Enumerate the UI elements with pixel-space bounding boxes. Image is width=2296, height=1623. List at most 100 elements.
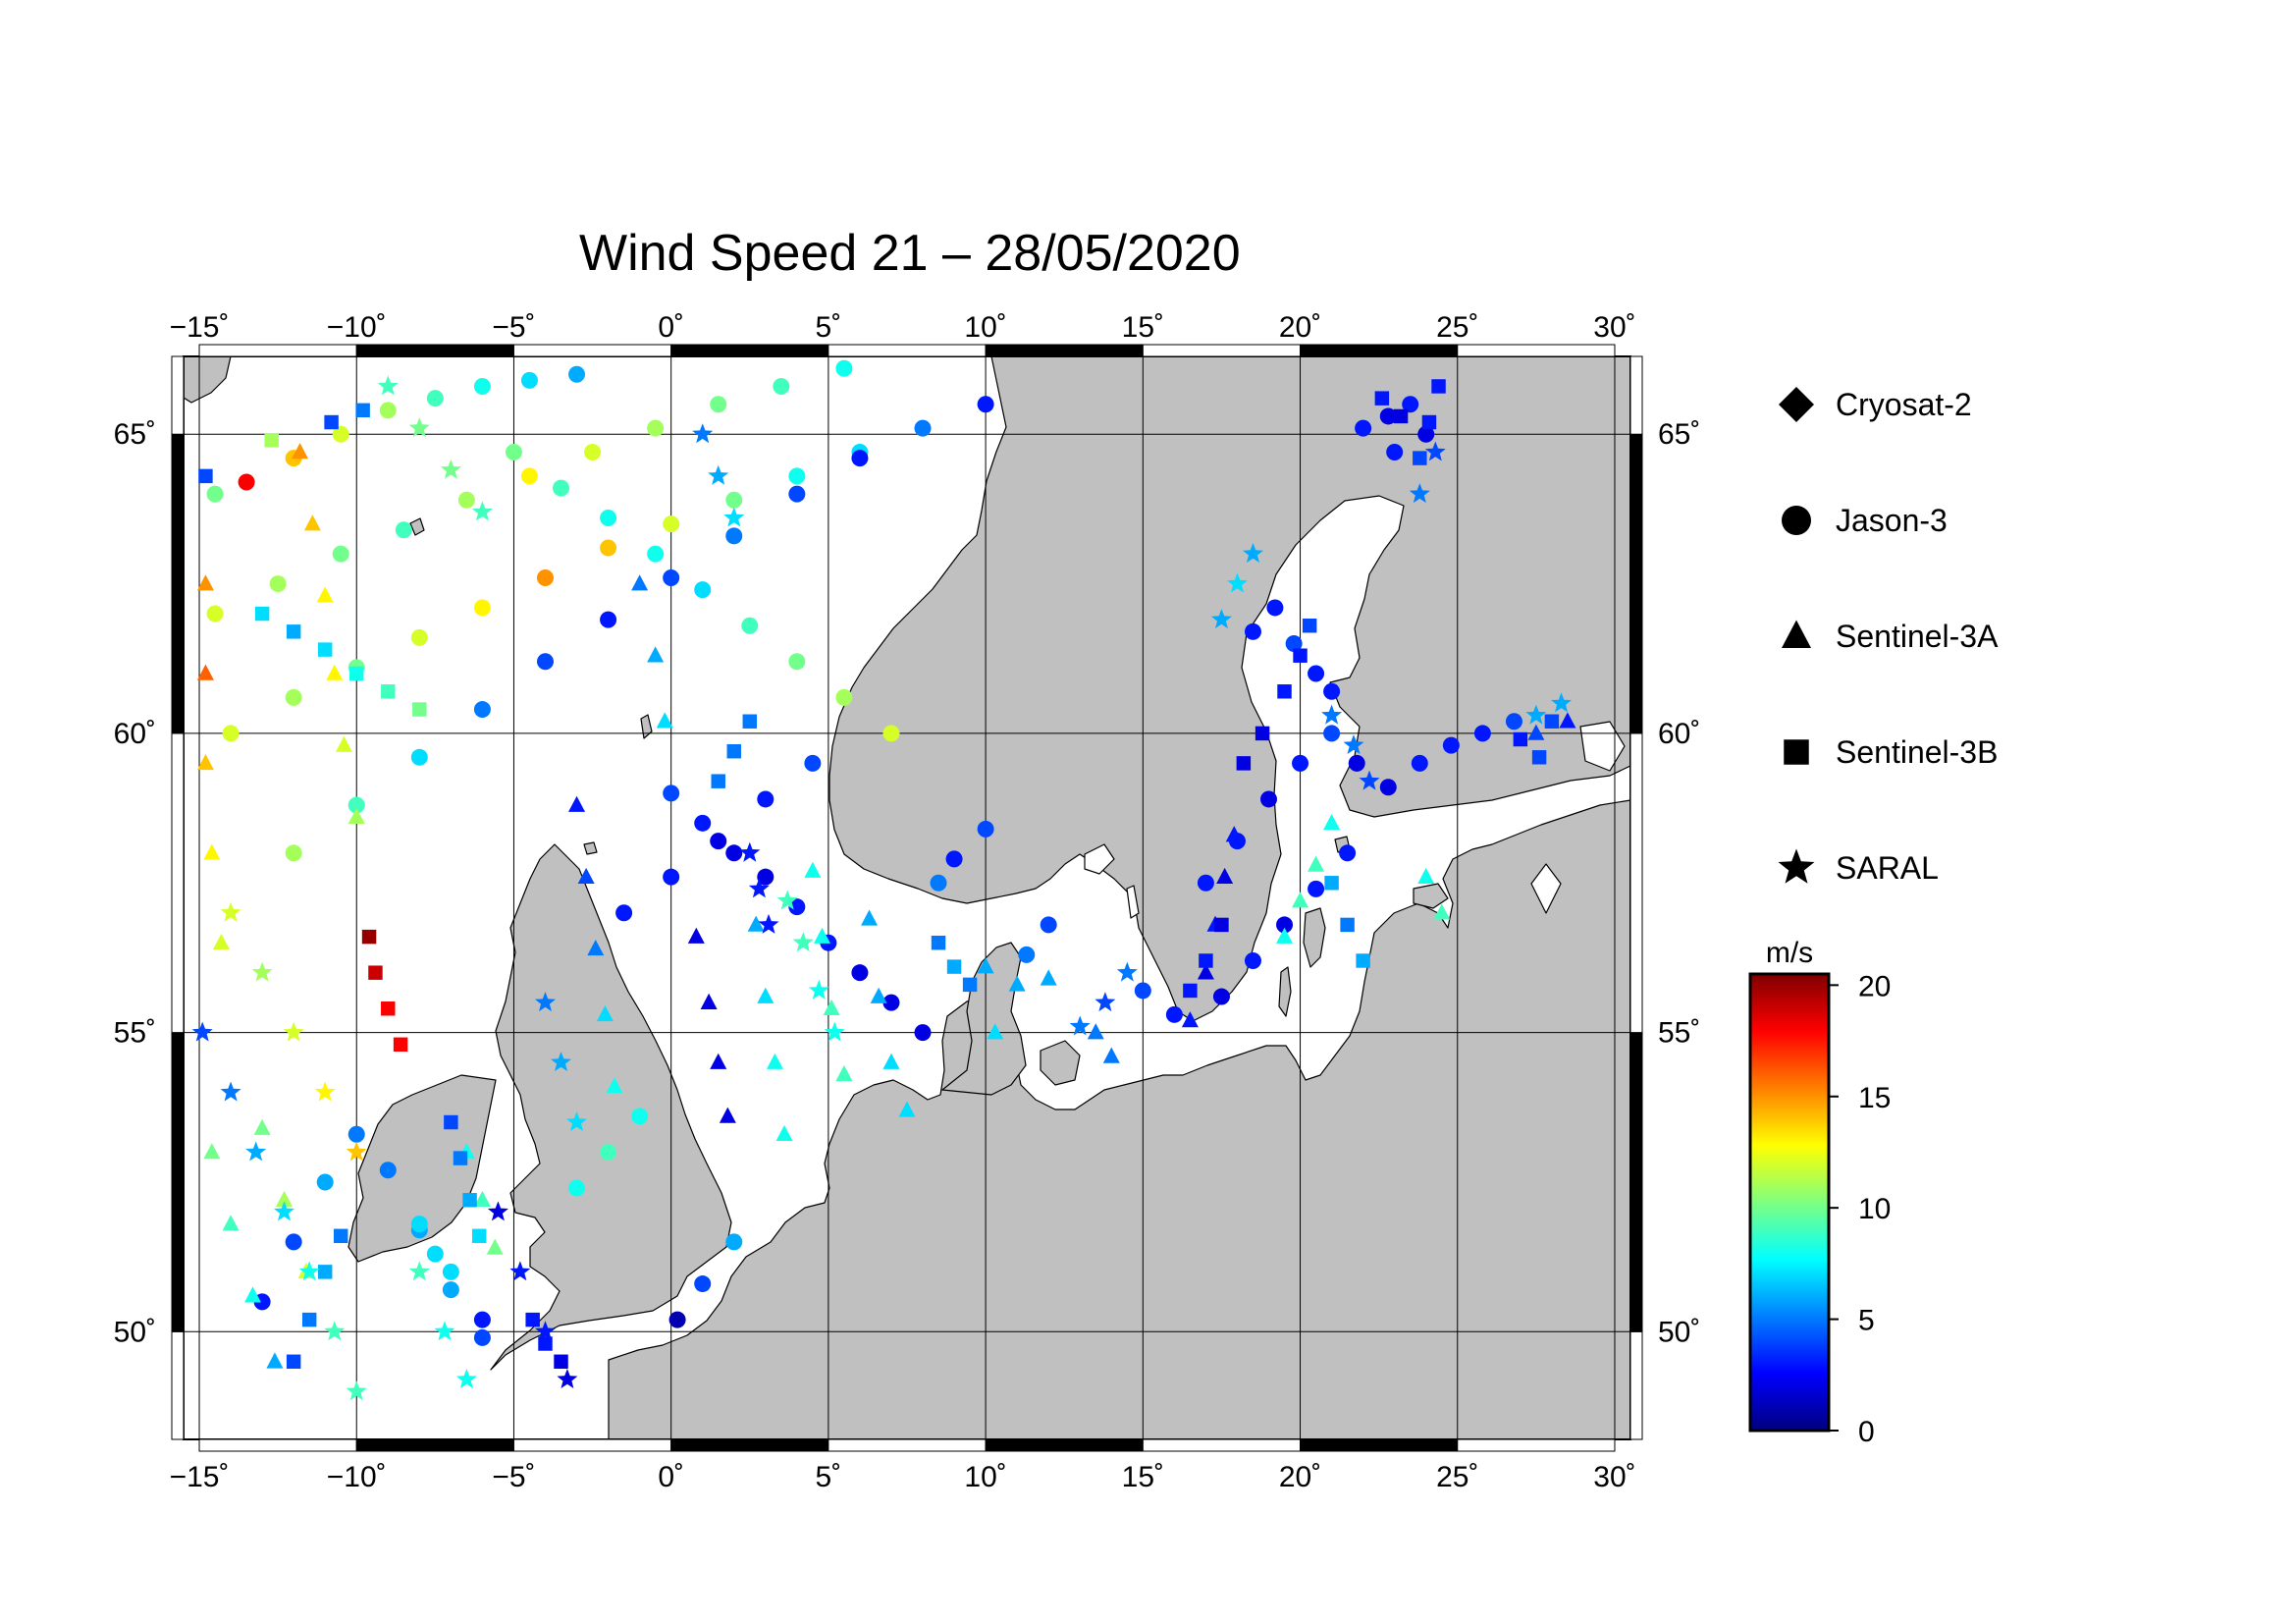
circle-point xyxy=(851,450,869,467)
square-point xyxy=(1302,619,1317,633)
triangle-point xyxy=(1040,969,1057,986)
square-point xyxy=(931,935,946,950)
circle-point xyxy=(1244,622,1261,640)
frame-segment-top xyxy=(512,344,672,357)
square-point xyxy=(286,1354,301,1370)
circle-point xyxy=(1505,713,1522,730)
circle-point xyxy=(1165,1005,1183,1023)
circle-point xyxy=(1411,754,1428,772)
star-point xyxy=(708,464,729,485)
circle-point xyxy=(1285,635,1303,653)
star-point xyxy=(1525,704,1547,725)
star-point xyxy=(1116,961,1138,982)
star-point xyxy=(566,1111,588,1131)
triangle-point xyxy=(473,1190,491,1208)
circle-point xyxy=(206,605,224,622)
circle-point xyxy=(410,628,428,646)
map-panel: −15˚ −15˚ −10˚ −10˚ −5˚ −5˚ 0˚ 0˚ 5˚ 5˚ 10˚ 10˚ 15˚ 1… xyxy=(114,311,1701,1493)
square-point xyxy=(254,606,270,622)
triangle-point xyxy=(347,807,365,825)
square-point xyxy=(538,1336,553,1351)
lon-tick-label-bottom: 0˚ xyxy=(658,1461,684,1493)
square-point xyxy=(317,642,333,657)
triangle-point xyxy=(196,574,214,591)
lon-tick-label-top: 15˚ xyxy=(1122,311,1164,344)
lat-tick-label-right: 60˚ xyxy=(1658,718,1700,750)
altimetry-tracks xyxy=(191,359,1576,1401)
star-point xyxy=(723,507,745,527)
circle-point xyxy=(694,1275,712,1293)
square-point xyxy=(286,624,301,639)
frame-segment-bottom xyxy=(1300,1438,1459,1452)
circle-point xyxy=(914,1024,932,1042)
square-point xyxy=(412,702,427,717)
star-point xyxy=(792,932,814,952)
lon-tick-label-bottom: 10˚ xyxy=(964,1461,1006,1493)
colorbar-tick-label: 20 xyxy=(1858,970,1891,1002)
circle-point xyxy=(426,390,444,407)
circle-point xyxy=(537,568,554,586)
star-legend-icon xyxy=(1778,848,1815,884)
triangle-point xyxy=(243,1286,261,1303)
frame-segment-right xyxy=(1629,732,1643,1034)
triangle-point xyxy=(203,843,221,860)
frame-segment-left xyxy=(171,732,185,1034)
series-saral xyxy=(191,375,1572,1401)
circle-point xyxy=(505,444,522,461)
star-point xyxy=(1409,483,1430,504)
square-point xyxy=(264,433,279,448)
circle-point xyxy=(773,377,790,395)
triangle-point xyxy=(1087,1023,1104,1040)
triangle-point xyxy=(870,987,887,1003)
circle-point xyxy=(442,1281,459,1299)
frame-segment-right xyxy=(1629,433,1643,734)
circle-point xyxy=(316,1173,334,1191)
triangle-point xyxy=(1102,1047,1120,1063)
circle-point xyxy=(851,964,869,982)
lon-tick-label-top: 0˚ xyxy=(658,311,684,344)
star-point xyxy=(1095,992,1116,1012)
circle-point xyxy=(347,1125,365,1143)
lon-tick-label-top: −10˚ xyxy=(327,311,387,344)
triangle-point xyxy=(823,999,840,1016)
triangle-point xyxy=(631,574,649,591)
circle-point xyxy=(584,444,602,461)
circle-point xyxy=(457,491,475,509)
circle-legend-icon xyxy=(1782,506,1811,535)
colorbar: m/s 0 5 10 15 20 xyxy=(1748,937,1891,1448)
square-point xyxy=(198,468,213,484)
circle-point xyxy=(945,850,963,868)
land-saaremaa xyxy=(1413,883,1449,909)
circle-point xyxy=(222,725,240,742)
triangle-point xyxy=(757,987,774,1003)
circle-point xyxy=(1040,916,1057,934)
lon-tick-label-top: 30˚ xyxy=(1593,311,1635,344)
circle-point xyxy=(710,396,727,413)
square-point xyxy=(381,684,396,699)
star-point xyxy=(220,901,241,922)
circle-point xyxy=(553,479,570,497)
circle-point xyxy=(977,396,994,413)
star-point xyxy=(1343,734,1364,754)
star-point xyxy=(1424,441,1446,461)
square-point xyxy=(962,977,978,993)
triangle-point xyxy=(700,993,718,1009)
colorbar-tick-label: 0 xyxy=(1858,1416,1875,1448)
square-point xyxy=(1421,414,1437,430)
circle-point xyxy=(631,1108,649,1125)
square-point xyxy=(1183,983,1198,999)
land-denmark xyxy=(941,942,1027,1096)
star-point xyxy=(1069,1015,1091,1036)
figure-title: Wind Speed 21 – 28/05/2020 xyxy=(579,225,1241,282)
star-point xyxy=(692,423,714,444)
circle-point xyxy=(1276,916,1294,934)
square-point xyxy=(333,1228,348,1244)
lat-tick-label-left: 60˚ xyxy=(114,718,156,750)
triangle-point xyxy=(212,933,230,950)
land-oland xyxy=(1278,966,1292,1017)
triangle-point xyxy=(835,1064,853,1082)
square-point xyxy=(1324,876,1339,891)
triangle-point xyxy=(276,1190,294,1208)
star-point xyxy=(220,1081,241,1102)
circle-point xyxy=(1266,599,1284,617)
